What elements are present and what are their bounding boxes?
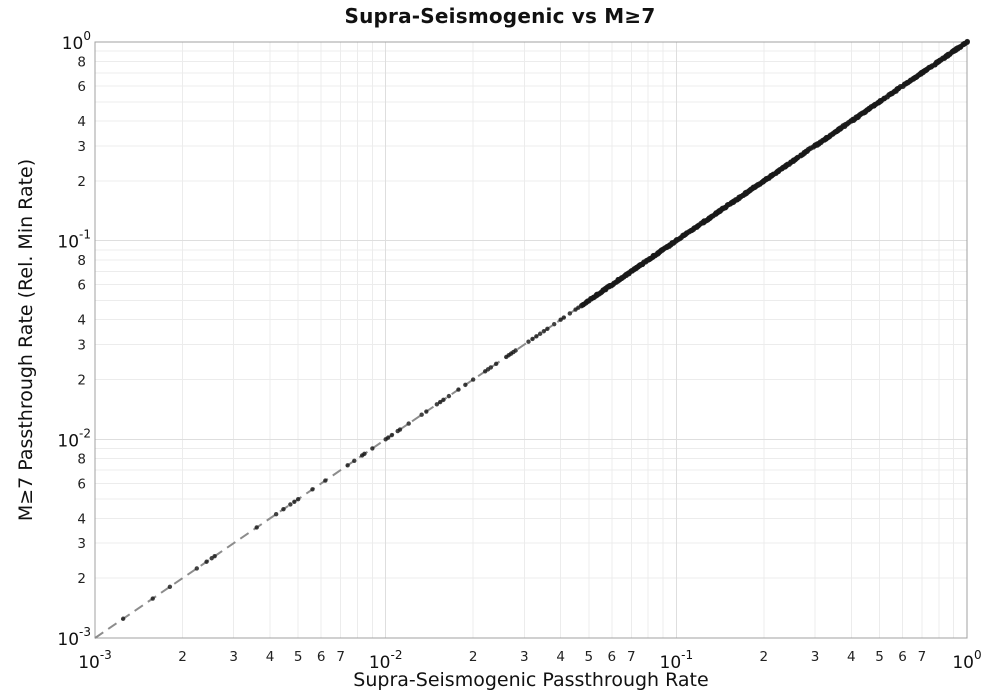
- x-major-tick-label: 10-3: [78, 648, 112, 673]
- y-major-tick-label: 10-3: [57, 625, 91, 650]
- y-minor-tick-label: 2: [77, 174, 86, 190]
- data-point: [513, 348, 518, 353]
- scatter-series: [120, 38, 970, 621]
- data-point: [463, 382, 468, 388]
- y-minor-tick-label: 8: [77, 452, 86, 468]
- data-point: [323, 478, 328, 483]
- y-minor-tick-label: 8: [77, 54, 86, 70]
- y-major-tick-label: 100: [62, 29, 91, 54]
- y-minor-tick-label: 4: [77, 114, 86, 130]
- y-minor-tick-label: 2: [77, 373, 86, 389]
- data-point: [273, 511, 279, 517]
- data-point: [150, 596, 155, 601]
- y-minor-tick-label: 4: [77, 313, 86, 329]
- x-minor-tick-label: 7: [336, 649, 345, 665]
- data-point: [120, 616, 126, 621]
- data-point: [424, 409, 429, 414]
- data-point: [292, 499, 297, 504]
- x-minor-tick-label: 4: [556, 649, 565, 665]
- y-major-tick-label: 10-1: [57, 228, 91, 253]
- data-point: [406, 421, 411, 426]
- data-point: [254, 525, 259, 530]
- x-minor-tick-label: 3: [811, 649, 820, 665]
- data-point: [397, 427, 403, 432]
- x-minor-tick-label: 3: [229, 649, 238, 665]
- data-point: [310, 487, 315, 492]
- data-point: [352, 458, 357, 463]
- data-point: [493, 361, 499, 366]
- data-point: [212, 554, 217, 559]
- x-major-tick-label: 100: [952, 648, 981, 673]
- data-point: [434, 402, 440, 407]
- data-point: [558, 317, 563, 322]
- y-minor-tick-label: 3: [77, 139, 86, 155]
- data-point: [345, 463, 350, 468]
- data-point: [295, 496, 301, 502]
- x-minor-tick-label: 6: [317, 649, 326, 665]
- x-minor-tick-label: 4: [847, 649, 856, 665]
- x-axis-label: Supra-Seismogenic Passthrough Rate: [353, 669, 709, 691]
- data-point: [488, 365, 494, 370]
- x-minor-tick-label: 6: [608, 649, 617, 665]
- data-point: [370, 446, 375, 451]
- data-point: [561, 315, 566, 320]
- data-point: [441, 397, 446, 403]
- y-major-tick-label: 10-2: [57, 426, 91, 451]
- data-point: [204, 559, 209, 564]
- data-point: [567, 311, 572, 316]
- data-point: [194, 566, 200, 571]
- data-point: [167, 584, 173, 590]
- x-minor-tick-label: 6: [898, 649, 907, 665]
- x-minor-tick-label: 4: [266, 649, 275, 665]
- data-point: [470, 377, 476, 382]
- y-minor-tick-label: 6: [77, 278, 86, 294]
- x-major-tick-label: 10-1: [660, 648, 694, 673]
- y-minor-tick-label: 8: [77, 253, 86, 269]
- data-point: [281, 506, 286, 512]
- y-minor-tick-label: 2: [77, 571, 86, 587]
- data-point: [389, 432, 395, 438]
- data-point: [288, 502, 293, 507]
- x-minor-tick-label: 5: [585, 649, 594, 665]
- y-minor-tick-label: 3: [77, 536, 86, 552]
- y-minor-tick-label: 6: [77, 476, 86, 492]
- data-point: [385, 435, 391, 440]
- x-minor-tick-label: 5: [294, 649, 303, 665]
- data-point: [545, 326, 550, 332]
- data-point: [534, 334, 539, 339]
- data-point: [526, 339, 531, 344]
- data-point: [456, 387, 461, 392]
- y-minor-tick-label: 6: [77, 79, 86, 95]
- x-minor-tick-label: 7: [918, 649, 927, 665]
- data-point: [541, 329, 547, 334]
- plot-frame: [94, 41, 968, 639]
- data-point: [551, 321, 557, 327]
- data-point: [530, 336, 535, 342]
- data-point: [964, 38, 970, 45]
- data-point: [362, 451, 367, 457]
- data-point: [537, 331, 543, 336]
- x-major-tick-label: 10-2: [369, 648, 403, 673]
- x-minor-tick-label: 5: [875, 649, 884, 665]
- data-point: [419, 412, 424, 417]
- x-minor-tick-label: 7: [627, 649, 636, 665]
- data-point: [446, 393, 452, 399]
- data-point: [437, 399, 443, 405]
- x-minor-tick-label: 2: [760, 649, 769, 665]
- y-axis-label: M≥7 Passthrough Rate (Rel. Min Rate): [15, 158, 37, 522]
- chart-title: Supra-Seismogenic vs M≥7: [344, 4, 656, 28]
- y-minor-tick-label: 3: [77, 338, 86, 354]
- y-minor-tick-label: 4: [77, 511, 86, 527]
- x-minor-tick-label: 3: [520, 649, 529, 665]
- x-minor-tick-label: 2: [178, 649, 187, 665]
- x-minor-tick-label: 2: [469, 649, 478, 665]
